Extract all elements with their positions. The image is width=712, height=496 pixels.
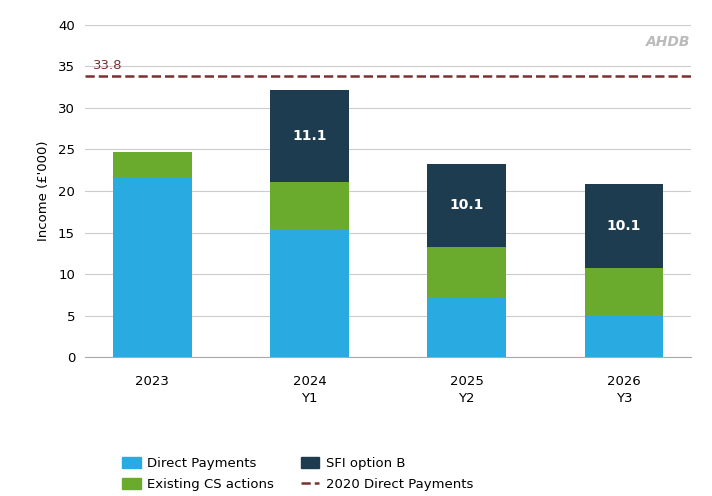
Bar bbox=[113, 177, 192, 357]
Bar bbox=[113, 152, 192, 177]
Text: 33.8: 33.8 bbox=[93, 59, 122, 72]
Y-axis label: Income (£'000): Income (£'000) bbox=[37, 141, 50, 241]
Text: 10.1: 10.1 bbox=[449, 198, 484, 212]
Bar bbox=[585, 315, 663, 357]
Text: 10.1: 10.1 bbox=[607, 219, 641, 233]
Bar bbox=[427, 164, 506, 248]
Bar bbox=[427, 248, 506, 298]
Text: Y2: Y2 bbox=[459, 392, 475, 405]
Text: 2025: 2025 bbox=[450, 375, 483, 388]
Text: AHDB: AHDB bbox=[646, 35, 691, 49]
Text: 11.1: 11.1 bbox=[292, 128, 327, 143]
Text: Y3: Y3 bbox=[616, 392, 632, 405]
Bar bbox=[270, 90, 349, 182]
Bar bbox=[270, 229, 349, 357]
Text: 2024: 2024 bbox=[293, 375, 326, 388]
Bar bbox=[585, 268, 663, 315]
Text: 2023: 2023 bbox=[135, 375, 169, 388]
Bar bbox=[427, 298, 506, 357]
Bar bbox=[270, 182, 349, 229]
Legend: Direct Payments, Existing CS actions, SFI option B, 2020 Direct Payments: Direct Payments, Existing CS actions, SF… bbox=[122, 457, 473, 491]
Text: 2026: 2026 bbox=[607, 375, 641, 388]
Text: Y1: Y1 bbox=[301, 392, 318, 405]
Bar bbox=[585, 185, 663, 268]
